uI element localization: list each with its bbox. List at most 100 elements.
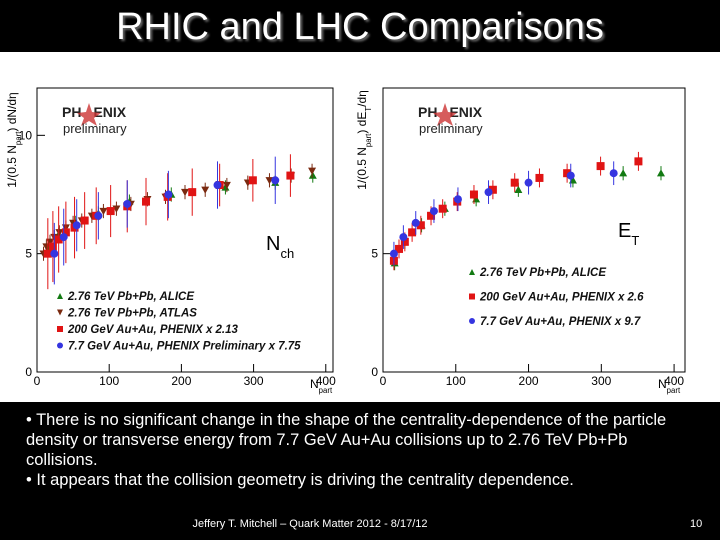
legend-label: 2.76 TeV Pb+Pb, ATLAS [67,308,197,320]
label-part: E [618,220,631,242]
point [54,235,63,244]
x-axis-label: Npart [310,377,333,395]
point [389,249,398,258]
x-tick-label: 100 [99,374,119,388]
y-tick-label: 0 [25,365,32,379]
legend-swatch [57,326,63,332]
label-part: ) dN/dη [5,92,19,131]
point [50,249,59,258]
point [43,249,52,258]
bullet: There is no significant change in the sh… [26,410,686,470]
point [99,207,108,216]
point [524,178,533,187]
label-part: N [310,377,319,391]
point [106,207,115,216]
point [61,228,70,237]
point [395,244,404,253]
point [48,242,57,251]
point [535,173,544,182]
legend-label: 200 GeV Au+Au, PHENIX x 2.13 [67,324,239,336]
x-tick-label: 100 [446,374,466,388]
label-part: N [658,377,667,391]
slide-title: RHIC and LHC Comparisons [116,6,604,48]
point [484,188,493,197]
point [400,237,409,246]
point [271,176,280,185]
point [308,167,317,175]
point [429,207,438,216]
legend-label: 7.7 GeV Au+Au, PHENIX x 9.7 [480,316,641,328]
logo-part: ENIX [449,104,482,120]
logo-bird [433,103,457,126]
point [427,211,436,220]
x-tick-label: 0 [380,374,387,388]
label-part: N [266,233,280,255]
logo-part: ENIX [93,104,126,120]
point [596,162,605,171]
point [248,176,257,185]
x-tick-label: 0 [34,374,41,388]
point [416,221,425,230]
point [265,177,274,185]
x-tick-label: 300 [591,374,611,388]
page-number: 10 [690,518,703,530]
legend-swatch [469,293,475,300]
legend-swatch [57,342,63,349]
logo-subtitle: preliminary [63,121,127,136]
label-part: 1/(0.5 N [355,147,369,190]
legend-swatch [57,293,63,299]
x-tick-label: 200 [519,374,539,388]
legend-swatch [57,309,63,316]
point [488,185,497,194]
legend-label: 7.7 GeV Au+Au, PHENIX Preliminary x 7.75 [68,341,301,353]
bullet: It appears that the collision geometry i… [26,470,686,490]
point [411,218,420,227]
chart-panel [0,52,720,402]
point [286,171,295,180]
label-part: T [631,233,639,248]
point [563,169,572,178]
footer: Jeffery T. Mitchell – Quark Matter 2012 … [192,518,428,530]
logo: PH ENIX [62,104,127,120]
point [123,199,132,208]
panel-tag: ET [618,220,639,248]
x-tick-label: 300 [244,374,264,388]
label-part: part [319,386,333,395]
point [181,188,189,197]
point [408,228,417,237]
y-axis-label: 1/(0.5 Npart) dN/dη [5,92,23,187]
point [619,169,628,177]
x-tick-label: 400 [664,374,684,388]
point [142,197,151,206]
label-part: part [667,386,681,395]
point [80,216,89,225]
legend-label: 2.76 TeV Pb+Pb, ALICE [67,291,194,303]
logo-subtitle: preliminary [419,121,483,136]
point [42,243,51,251]
panel-tag: Nch [266,233,294,261]
point [94,211,103,220]
point [514,185,523,193]
label-part: /dη [355,90,369,107]
y-axis-label: 1/(0.5 Npart) dET/dη [355,90,373,190]
label-part: T [364,107,373,112]
point [201,186,210,194]
logo-part: PH [62,104,81,120]
plot-frame [36,87,334,373]
x-axis-label: Npart [658,377,681,395]
label-part: ch [280,246,294,261]
point [566,171,575,180]
y-tick-label: 0 [371,365,378,379]
point [308,171,317,179]
body-text: There is no significant change in the sh… [26,410,686,490]
label-part: part [364,133,373,147]
point [222,181,231,190]
point [69,219,78,227]
x-tick-label: 200 [171,374,191,388]
point [213,181,222,190]
point [59,233,68,242]
logo: PH ENIX [418,104,483,120]
y-tick-label: 10 [19,128,33,142]
